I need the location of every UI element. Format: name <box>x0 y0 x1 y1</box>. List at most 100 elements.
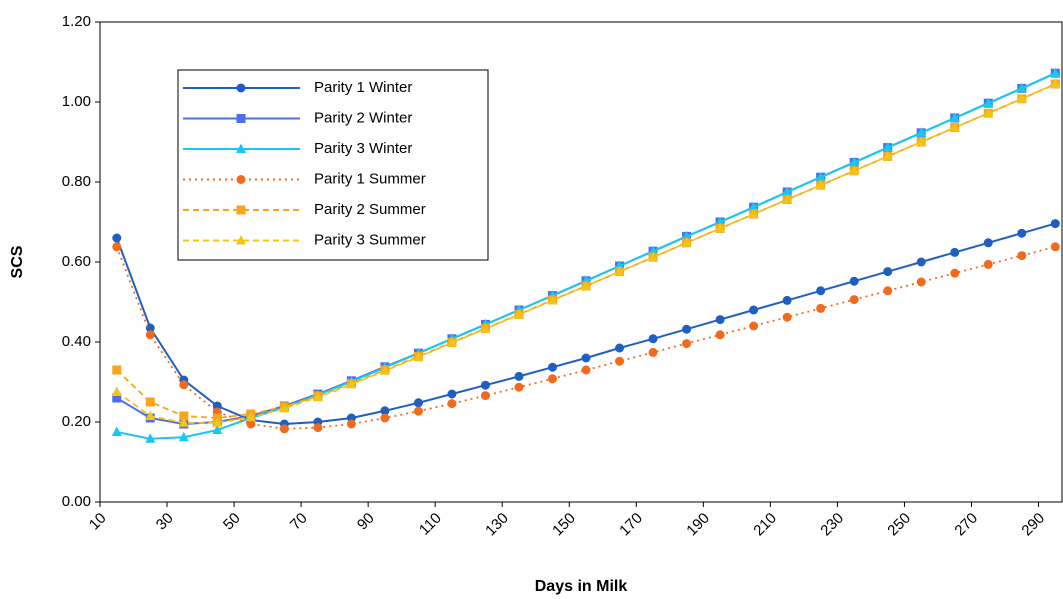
data-point <box>111 386 122 396</box>
data-point <box>715 216 726 226</box>
data-point <box>715 222 726 233</box>
data-point <box>145 397 155 407</box>
data-point <box>548 362 558 372</box>
data-point <box>380 406 390 416</box>
data-point <box>615 343 625 353</box>
data-point <box>682 339 692 349</box>
data-point <box>1016 93 1027 103</box>
x-tick-label: 90 <box>354 510 378 534</box>
data-point <box>849 156 860 167</box>
data-point <box>313 423 323 433</box>
data-point <box>514 382 524 392</box>
data-point <box>949 112 960 122</box>
data-point <box>883 267 893 277</box>
data-point <box>145 433 156 443</box>
data-point <box>950 268 960 278</box>
legend-marker <box>236 205 246 215</box>
data-point <box>581 280 592 290</box>
data-point <box>983 238 993 248</box>
data-point <box>581 353 591 363</box>
data-point <box>480 380 490 390</box>
x-axis-title: Days in Milk <box>535 578 628 595</box>
data-point <box>648 347 658 357</box>
y-tick-label: 0.00 <box>62 493 91 510</box>
data-point <box>916 277 926 287</box>
data-point <box>447 399 457 409</box>
legend-marker <box>236 83 246 93</box>
data-point <box>380 413 390 423</box>
data-point <box>1016 82 1027 93</box>
data-point <box>715 330 725 340</box>
data-point <box>782 312 792 322</box>
data-point <box>916 257 926 267</box>
data-point <box>279 424 289 434</box>
data-point <box>112 393 122 403</box>
data-point <box>983 97 994 108</box>
data-point <box>446 337 457 347</box>
x-tick-label: 170 <box>616 510 646 540</box>
legend-marker <box>236 235 246 245</box>
data-point <box>178 417 189 427</box>
x-tick-label: 30 <box>153 510 177 534</box>
data-point <box>480 323 491 333</box>
x-tick-label: 10 <box>86 510 110 534</box>
data-point <box>1050 78 1061 88</box>
x-tick-label: 230 <box>817 510 847 540</box>
x-tick-label: 130 <box>482 510 512 540</box>
data-point <box>983 107 994 118</box>
data-point <box>849 295 859 305</box>
data-point <box>1017 228 1027 238</box>
data-point <box>950 247 960 257</box>
y-tick-label: 1.20 <box>62 13 91 30</box>
x-tick-label: 50 <box>220 510 244 534</box>
y-tick-label: 0.80 <box>62 173 91 190</box>
data-point <box>815 179 826 190</box>
data-point <box>916 136 927 146</box>
data-point <box>212 417 223 427</box>
x-tick-label: 190 <box>683 510 713 540</box>
data-point <box>882 150 893 161</box>
data-point <box>1017 251 1027 261</box>
legend: Parity 1 Winter Parity 2 Winter Parity 3 W… <box>177 69 489 261</box>
series-line <box>116 83 1056 419</box>
data-point <box>346 378 357 389</box>
data-point <box>179 411 189 421</box>
data-point <box>413 398 423 408</box>
data-point <box>648 251 659 262</box>
data-point <box>882 142 893 152</box>
y-tick-label: 1.00 <box>62 93 91 110</box>
data-point <box>1050 67 1061 78</box>
legend-label: Parity 1 Summer <box>314 170 426 187</box>
data-point <box>816 286 826 296</box>
data-point <box>346 419 356 429</box>
legend-marker <box>236 175 246 184</box>
legend-label: Parity 2 Summer <box>314 201 426 218</box>
legend-box <box>177 69 489 261</box>
data-point <box>548 374 558 384</box>
data-point <box>816 303 826 313</box>
data-point <box>983 259 993 269</box>
x-tick-label: 210 <box>750 510 780 540</box>
x-tick-label: 250 <box>884 510 914 540</box>
data-point <box>916 127 927 137</box>
data-point <box>145 410 156 420</box>
data-point <box>648 334 658 344</box>
data-point <box>849 276 859 286</box>
data-point <box>749 321 759 331</box>
data-point <box>145 323 155 333</box>
legend-marker <box>236 114 246 123</box>
data-point <box>681 230 692 241</box>
data-point <box>246 419 256 429</box>
data-point <box>112 242 122 252</box>
legend-marker <box>236 143 246 153</box>
x-tick-label: 270 <box>951 510 981 540</box>
data-point <box>111 426 122 436</box>
data-point <box>614 266 625 276</box>
legend-label: Parity 2 Winter <box>314 109 412 126</box>
data-point <box>849 165 860 175</box>
x-tick-label: 70 <box>287 510 311 534</box>
x-tick-label: 290 <box>1018 510 1048 540</box>
x-tick-label: 150 <box>549 510 579 540</box>
data-point <box>949 122 960 132</box>
data-point <box>782 194 793 204</box>
